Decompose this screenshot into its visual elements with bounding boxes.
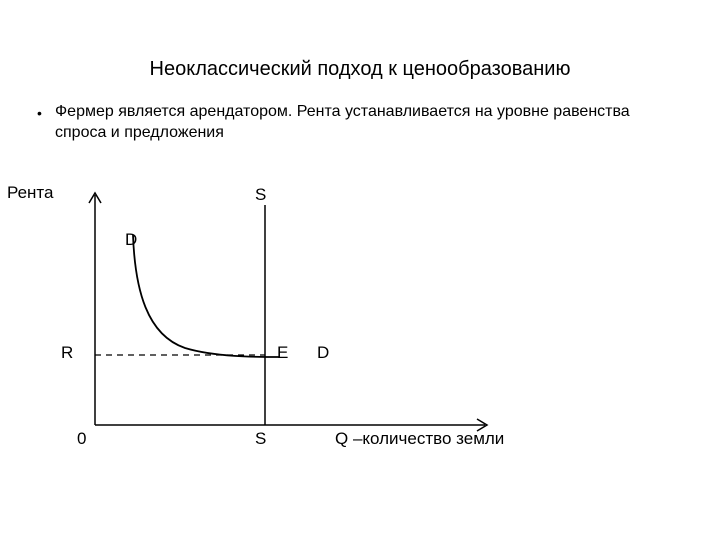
bullet-text: Фермер является арендатором. Рента устан… [55,103,630,141]
demand-curve [133,235,280,357]
y-axis-label: Рента [7,183,53,203]
label-d-right: D [317,343,329,363]
label-d-top: D [125,230,137,250]
bullet-item: • Фермер является арендатором. Рента уст… [55,102,655,144]
label-s-top: S [255,185,266,205]
label-r: R [61,343,73,363]
label-origin: 0 [77,429,86,449]
slide: Неоклассический подход к ценообразованию… [0,0,720,540]
slide-title: Неоклассический подход к ценообразованию [0,58,720,81]
bullet-marker: • [37,104,42,122]
x-axis-label: Q –количество земли [335,429,504,449]
label-e: E [277,343,288,363]
label-s-bottom: S [255,429,266,449]
economics-chart: Рента D S R E D 0 S Q –количество земли [55,175,555,475]
